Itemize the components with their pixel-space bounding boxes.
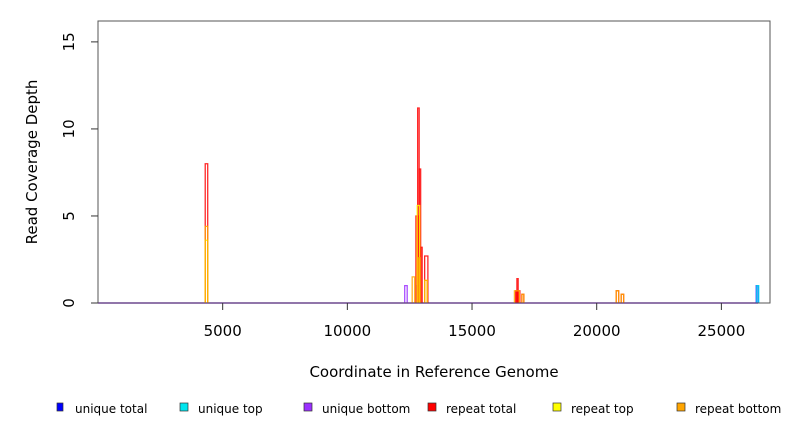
plot-marks: [98, 107, 760, 304]
legend-swatch: [303, 402, 313, 412]
bin-unique-bottom-0: [404, 284, 408, 303]
bin-repeat-bottom-1: [411, 276, 416, 303]
x-tick-label: 15000: [448, 322, 496, 340]
legend-label: repeat top: [571, 402, 634, 416]
x-tick-label: 5000: [204, 322, 242, 340]
x-tick-label: 20000: [573, 322, 621, 340]
plot-frame: [97, 20, 771, 304]
x-axis: 5000 10000 15000 20000 25000: [204, 303, 746, 340]
bin-repeat-bottom-4: [513, 290, 521, 303]
y-axis-label: Read Coverage Depth: [23, 80, 41, 245]
legend-swatch: [56, 402, 64, 412]
series-repeat-bottom: [204, 225, 625, 303]
bin-repeat-bottom-3: [423, 279, 428, 303]
bin-repeat-bottom-5: [521, 293, 525, 303]
bin-unique-top-0: [756, 284, 760, 303]
legend-label: repeat bottom: [695, 402, 781, 416]
bin-repeat-bottom-2: [417, 257, 421, 303]
y-tick-label: 5: [60, 211, 78, 221]
legend-swatch: [552, 402, 562, 412]
series-repeat-top: [204, 204, 428, 303]
x-tick-label: 10000: [323, 322, 371, 340]
y-tick-label: 0: [60, 298, 78, 308]
series-repeat-total: [204, 107, 625, 303]
legend-label: unique bottom: [322, 402, 410, 416]
bin-repeat-bottom-7: [620, 293, 625, 303]
legend-swatch: [179, 402, 189, 412]
bin-repeat-bottom-6: [615, 290, 620, 303]
legend: unique total unique top unique bottom repea…: [56, 402, 781, 416]
legend-label: unique top: [198, 402, 263, 416]
legend-swatch: [676, 402, 686, 412]
bin-repeat-total-5: [423, 255, 429, 303]
legend-label: repeat total: [446, 402, 516, 416]
bin-repeat-top-1: [416, 204, 421, 303]
x-tick-label: 25000: [698, 322, 746, 340]
legend-label: unique total: [75, 402, 147, 416]
legend-swatch: [427, 402, 437, 412]
bin-repeat-total-4: [420, 246, 423, 303]
series-unique-top: [756, 284, 760, 303]
y-axis: 0 5 10 15: [60, 32, 98, 308]
y-tick-label: 10: [60, 119, 78, 138]
y-tick-label: 15: [60, 32, 78, 51]
bin-repeat-bottom-0: [204, 225, 209, 303]
x-axis-label: Coordinate in Reference Genome: [309, 363, 558, 381]
